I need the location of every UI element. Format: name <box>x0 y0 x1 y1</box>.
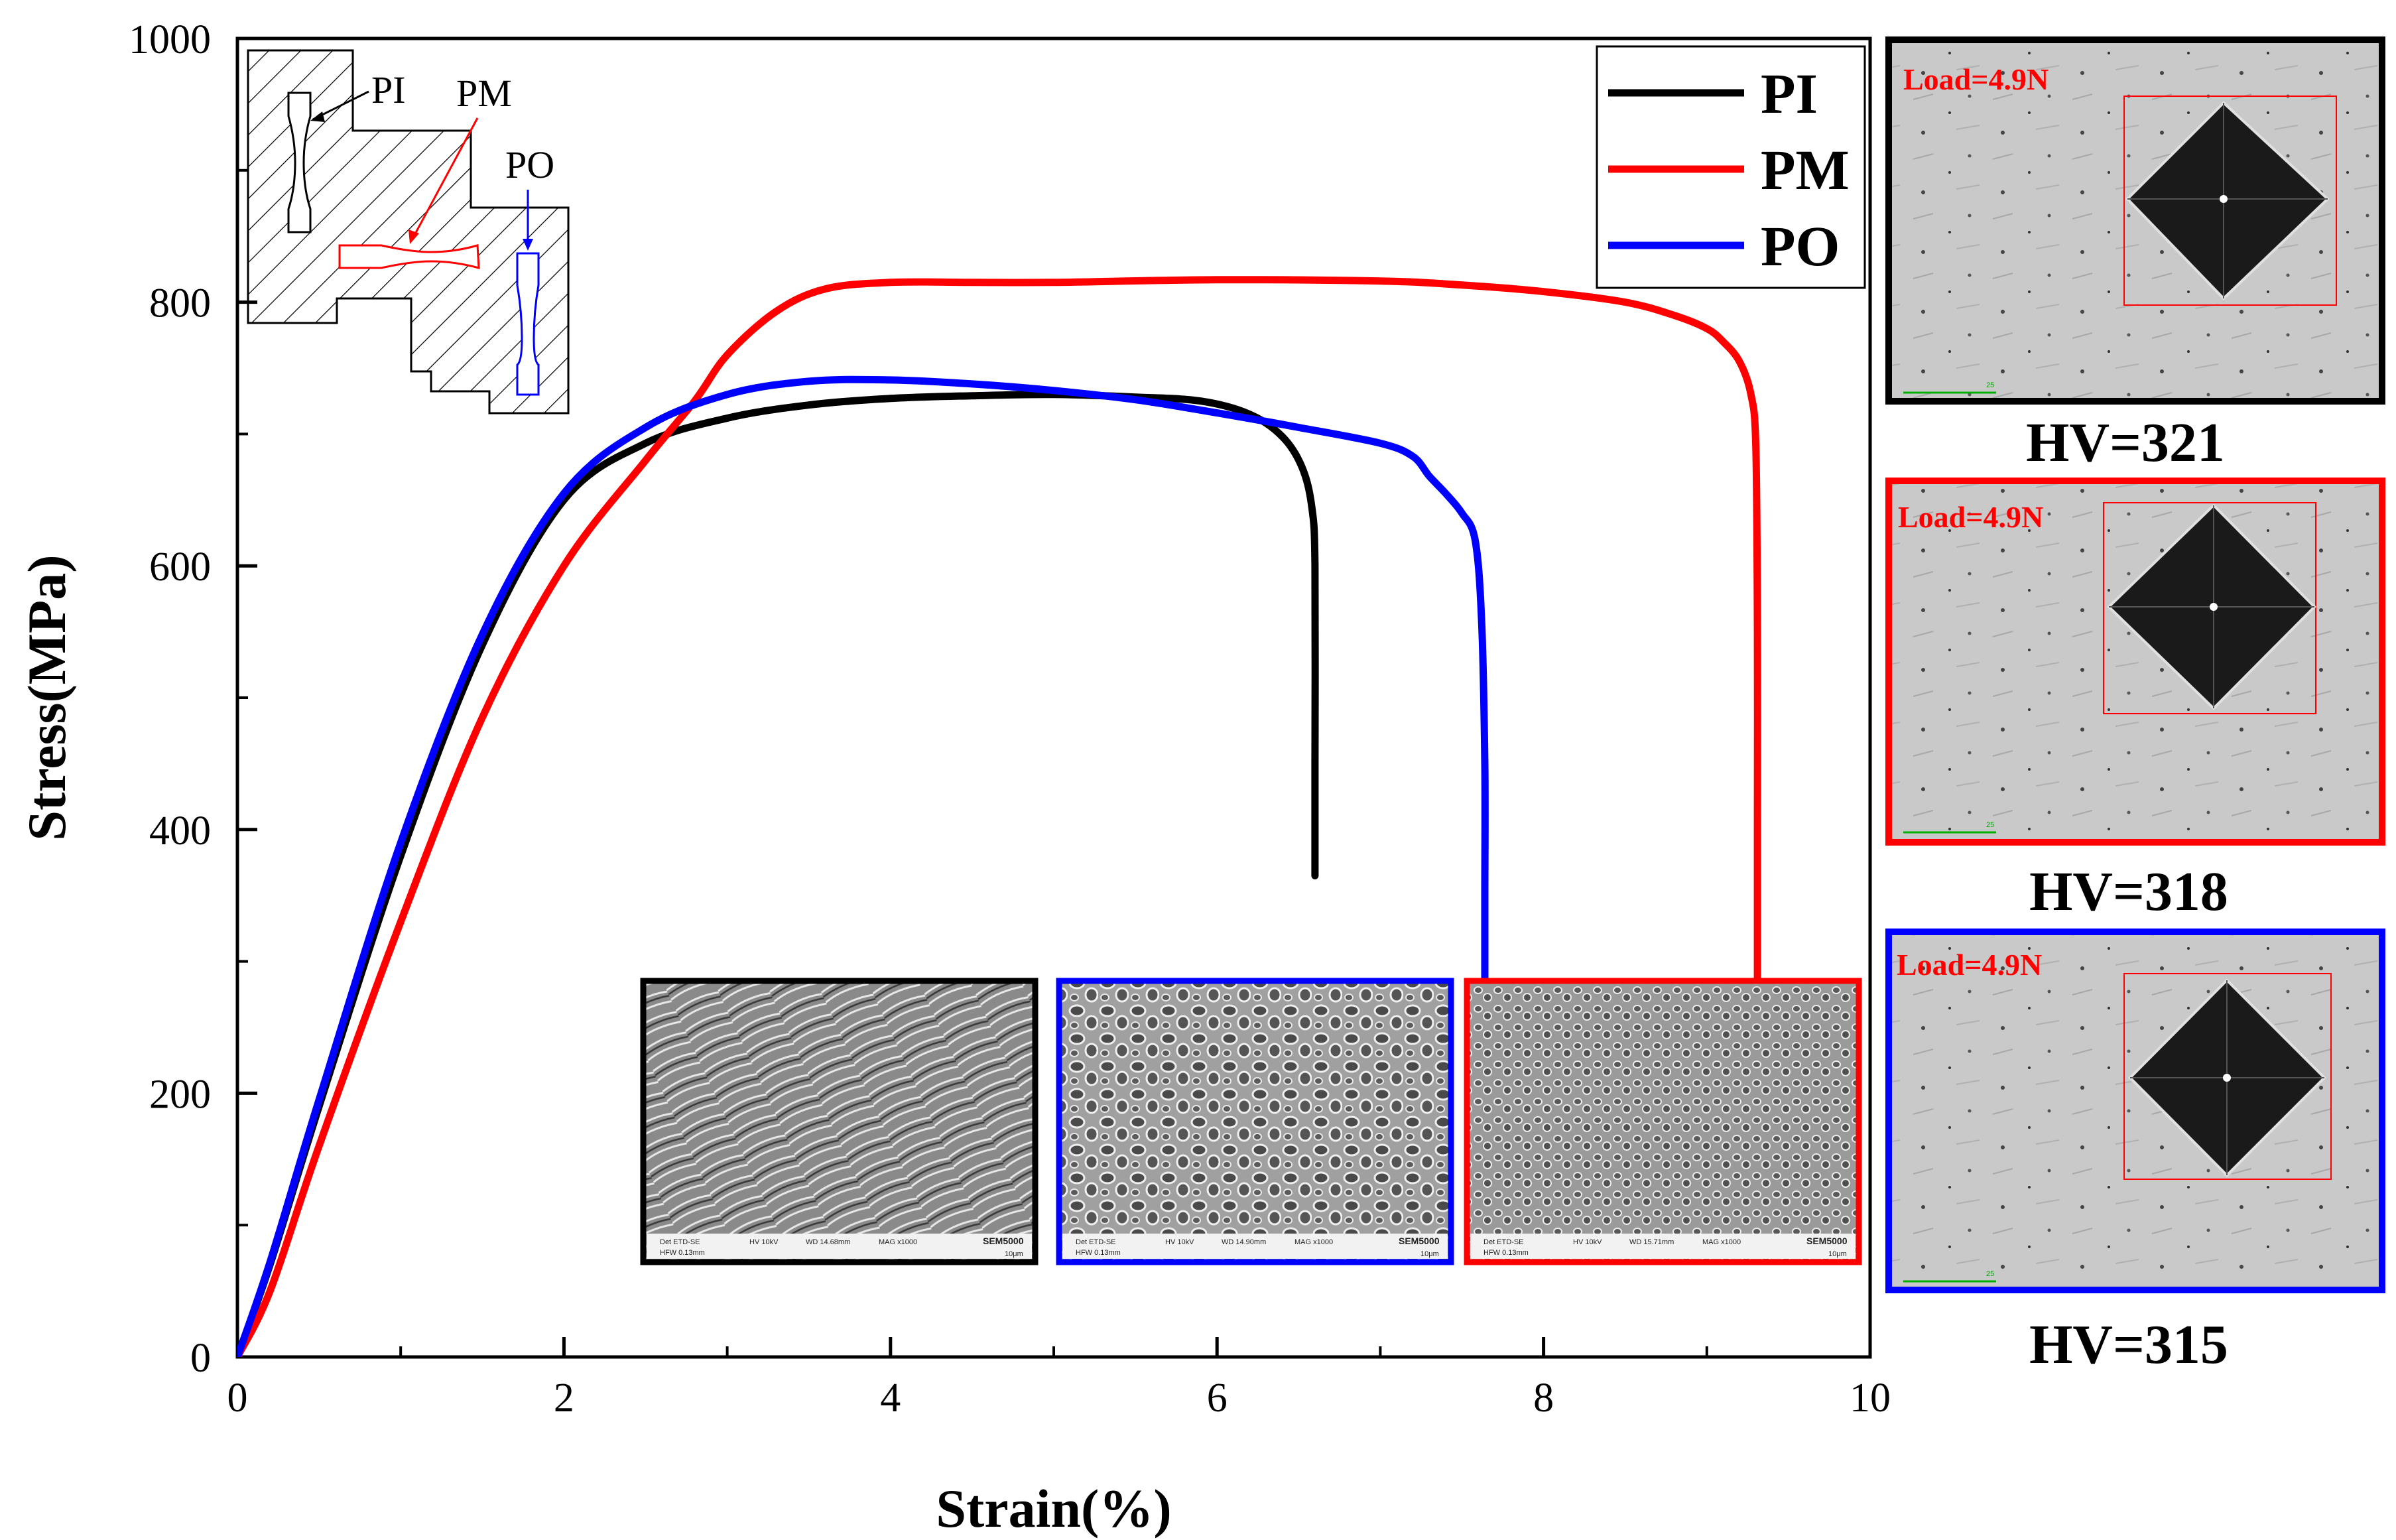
hardness-panel-pm-load: Load=4.9N <box>1898 500 2043 534</box>
fracture-image-po-det: Det ETD-SE <box>1076 1238 1116 1246</box>
series-layer <box>237 276 1761 1357</box>
series-line-pm <box>237 276 1761 1357</box>
x-tick-label: 6 <box>1207 1376 1228 1421</box>
hardness-panel-po-hv: HV=315 <box>2029 1314 2228 1376</box>
fracture-image-pm-mag: MAG x1000 <box>1702 1238 1741 1246</box>
series-line-po <box>237 375 1489 1357</box>
legend: PI PM PO <box>1596 45 1866 289</box>
hardness-panel-pi-center <box>2220 195 2228 203</box>
fracture-image-pm-wd: WD 15.71mm <box>1629 1238 1674 1246</box>
fracture-image-pi-scale: 10μm <box>1005 1250 1023 1258</box>
fracture-image-pi-hfw: HFW 0.13mm <box>660 1249 705 1257</box>
fracture-image-pm-scale: 10μm <box>1828 1250 1847 1258</box>
plate-cross-section <box>247 49 570 415</box>
legend-label-pm: PM <box>1761 138 1850 202</box>
x-tick-label: 2 <box>554 1376 574 1421</box>
x-tick-label: 10 <box>1850 1376 1891 1421</box>
pi-arrowhead <box>310 111 325 122</box>
hardness-panel-po-load: Load=4.9N <box>1897 948 2042 982</box>
hardness-panel-po-scale: 25 <box>1986 1270 1994 1278</box>
hardness-panel-pi-hv: HV=321 <box>2026 412 2225 474</box>
schematic-label-po: PO <box>505 143 554 186</box>
specimen-po <box>516 252 540 396</box>
fracture-image-pi-infobar <box>647 1234 1032 1259</box>
y-tick-label: 1000 <box>129 17 211 62</box>
fracture-image-po-hfw: HFW 0.13mm <box>1076 1249 1121 1257</box>
schematic-label-pi: PI <box>371 68 406 111</box>
fracture-image-pm-brand: SEM5000 <box>1806 1236 1848 1246</box>
fracture-image-pi-mag: MAG x1000 <box>879 1238 917 1246</box>
fracture-image-pm-hfw: HFW 0.13mm <box>1483 1249 1529 1257</box>
hardness-panel-po-frame <box>1885 929 2385 1293</box>
hardness-panel-pm-bbox <box>2103 502 2316 714</box>
fracture-image-po-wd: WD 14.90mm <box>1222 1238 1266 1246</box>
fracture-image-pi-hv: HV 10kV <box>749 1238 779 1246</box>
fracture-image-pm-hv: HV 10kV <box>1573 1238 1602 1246</box>
fracture-image-pm-infobar <box>1470 1234 1856 1259</box>
x-axis-title: Strain(%) <box>936 1478 1171 1539</box>
hardness-panel-pi: Load=4.9N 25 HV=321 <box>1885 36 2385 474</box>
fracture-image-po-scale: 10μm <box>1420 1250 1439 1258</box>
fracture-image-pi: Det ETD-SE HFW 0.13mm HV 10kV WD 14.68mm… <box>640 978 1039 1265</box>
hardness-panel-pi-load: Load=4.9N <box>1903 62 2049 96</box>
fracture-image-po: Det ETD-SE HFW 0.13mm HV 10kV WD 14.90mm… <box>1056 978 1454 1265</box>
y-axis: 0 200 400 600 800 1000 <box>129 17 257 1381</box>
specimen-schematic: PI PM PO <box>247 49 570 415</box>
fracture-image-pm-frame <box>1464 978 1862 1265</box>
fracture-image-po-mag: MAG x1000 <box>1294 1238 1333 1246</box>
hardness-panel-pm-hv: HV=318 <box>2029 861 2228 923</box>
hardness-panel-po-bbox <box>2123 973 2332 1180</box>
fracture-image-pi-brand: SEM5000 <box>983 1236 1024 1246</box>
hardness-panel-pm: Load=4.9N 25 HV=318 <box>1885 478 2385 923</box>
y-tick-label: 600 <box>149 545 211 590</box>
pm-arrow <box>411 117 479 239</box>
hardness-panel-pi-scale: 25 <box>1986 381 1994 389</box>
hardness-panel-pm-scale: 25 <box>1986 821 1994 829</box>
fracture-image-pi-frame <box>640 978 1039 1265</box>
fracture-image-po-brand: SEM5000 <box>1399 1236 1440 1246</box>
fracture-image-pi-wd: WD 14.68mm <box>806 1238 850 1246</box>
x-tick-label: 4 <box>880 1376 901 1421</box>
schematic-label-pm: PM <box>456 72 512 115</box>
po-arrowhead <box>523 239 533 251</box>
fracture-image-pm: Det ETD-SE HFW 0.13mm HV 10kV WD 15.71mm… <box>1464 978 1862 1265</box>
pm-arrowhead <box>409 229 419 244</box>
fracture-image-pi-det: Det ETD-SE <box>660 1238 700 1246</box>
x-axis: 0 2 4 6 8 10 <box>227 1337 1891 1421</box>
hardness-panel-pi-bbox <box>2123 96 2337 306</box>
x-tick-label: 8 <box>1533 1376 1554 1421</box>
hardness-panel-po: Load=4.9N 25 HV=315 <box>1885 929 2385 1376</box>
y-tick-label: 200 <box>149 1072 211 1117</box>
y-tick-label: 0 <box>190 1336 211 1381</box>
fracture-image-pm-det: Det ETD-SE <box>1483 1238 1524 1246</box>
hardness-panel-pm-center <box>2210 603 2218 611</box>
legend-label-po: PO <box>1761 214 1840 278</box>
y-tick-label: 800 <box>149 281 211 326</box>
y-axis-title: Stress(MPa) <box>17 554 77 840</box>
specimen-pi <box>287 92 312 233</box>
y-tick-label: 400 <box>149 808 211 854</box>
specimen-pm <box>338 244 480 269</box>
fracture-image-po-hv: HV 10kV <box>1165 1238 1194 1246</box>
fracture-image-po-infobar <box>1062 1234 1448 1259</box>
x-tick-label: 0 <box>227 1376 248 1421</box>
fracture-image-po-frame <box>1056 978 1454 1265</box>
hardness-panel-pm-frame <box>1885 478 2385 846</box>
legend-label-pi: PI <box>1761 62 1818 125</box>
hardness-panel-po-center <box>2223 1074 2231 1082</box>
